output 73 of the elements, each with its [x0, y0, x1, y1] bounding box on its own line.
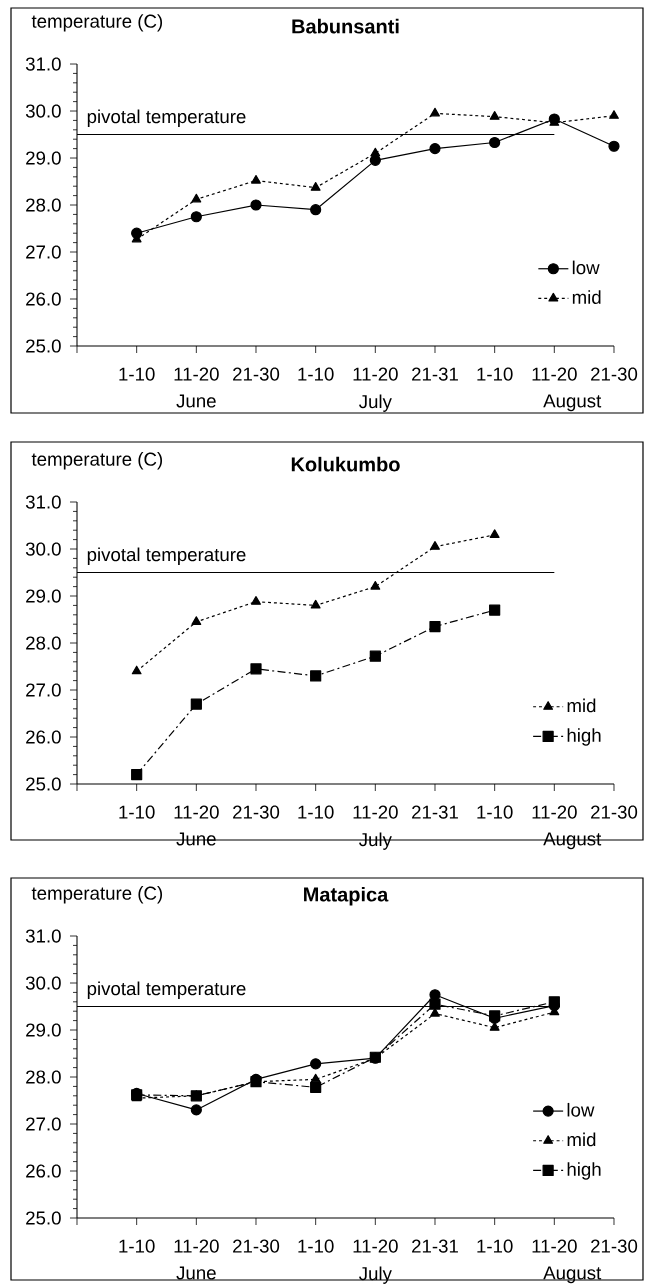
x-tick-label: 1-10 [119, 367, 155, 381]
y-tick-label: 31.0 [25, 929, 61, 943]
x-tick-label: 1-10 [298, 367, 334, 381]
legend-label: mid [567, 1132, 596, 1147]
y-tick-label: 28.0 [26, 1070, 61, 1084]
y-tick-label: 30.0 [25, 542, 61, 556]
x-tick-label: 1-10 [477, 805, 513, 819]
y-tick-label: 27.0 [26, 683, 61, 697]
text: July [359, 394, 392, 412]
x-tick-label: 21-30 [591, 1239, 638, 1253]
text: June [176, 1266, 216, 1280]
text: August [543, 832, 602, 850]
y-tick-label: 25.0 [26, 1211, 61, 1225]
y-tick-label: 29.0 [26, 589, 61, 603]
text: August [543, 394, 602, 412]
x-tick-label: 21-30 [591, 805, 638, 819]
y-tick-label: 31.0 [25, 495, 61, 509]
y-tick-label: 29.0 [26, 1023, 61, 1037]
x-tick-label: 11-20 [353, 1239, 398, 1253]
chart-title: Matapica [304, 886, 389, 906]
y-tick-label: 27.0 [26, 1117, 61, 1131]
text: August [543, 1266, 602, 1284]
x-tick-label: 11-20 [174, 367, 219, 381]
y-tick-label: 31.0 [25, 57, 61, 71]
y-tick-label: 28.0 [26, 198, 61, 212]
y-axis-title: temperature (C) [31, 452, 163, 470]
x-tick-label: 1-10 [298, 805, 334, 819]
x-tick-label: 11-20 [353, 805, 398, 819]
x-tick-label: 21-30 [233, 1239, 280, 1253]
chart-title: Kolukumbo [291, 456, 400, 472]
ref-line-label: pivotal temperature [87, 547, 246, 565]
x-tick-label: 11-20 [174, 1239, 219, 1253]
text: June [176, 394, 216, 408]
y-tick-label: 25.0 [26, 777, 61, 791]
x-tick-label: 1-10 [298, 1239, 334, 1253]
text: June [176, 832, 216, 846]
y-tick-label: 25.0 [26, 339, 61, 353]
x-tick-label: 11-20 [532, 805, 577, 819]
y-tick-label: 29.0 [26, 151, 61, 165]
legend-label: low [567, 1102, 595, 1117]
x-tick-label: 1-10 [119, 805, 155, 819]
legend-label: high [567, 1162, 601, 1180]
x-tick-label: 21-31 [412, 367, 458, 381]
y-tick-label: 26.0 [26, 730, 61, 744]
y-axis-title: temperature (C) [31, 14, 163, 32]
x-tick-label: 11-20 [174, 805, 219, 819]
chart-title: Babunsanti [292, 18, 399, 34]
legend-label: mid [567, 698, 596, 713]
x-tick-label: 21-31 [412, 1239, 458, 1253]
x-tick-label: 21-30 [233, 367, 280, 381]
y-tick-label: 27.0 [26, 245, 61, 259]
x-tick-label: 11-20 [532, 367, 577, 381]
ref-line-label: pivotal temperature [87, 109, 246, 127]
text: July [359, 1266, 392, 1284]
y-tick-label: 28.0 [26, 636, 61, 650]
y-axis-title: temperature (C) [31, 886, 163, 904]
legend-label: mid [572, 290, 601, 304]
legend-label: low [572, 260, 600, 275]
x-tick-label: 11-20 [532, 1239, 577, 1253]
y-tick-label: 30.0 [25, 976, 61, 990]
y-tick-label: 26.0 [26, 1164, 61, 1178]
y-tick-label: 30.0 [25, 104, 61, 118]
legend-label: high [567, 728, 601, 746]
ref-line-label: pivotal temperature [87, 981, 246, 999]
x-tick-label: 21-31 [412, 805, 458, 819]
text: July [359, 832, 392, 850]
x-tick-label: 1-10 [477, 1239, 513, 1253]
x-tick-label: 1-10 [477, 367, 513, 381]
x-tick-label: 21-30 [233, 805, 280, 819]
x-tick-label: 11-20 [353, 367, 398, 381]
x-tick-label: 1-10 [119, 1239, 155, 1253]
y-tick-label: 26.0 [26, 292, 61, 306]
x-tick-label: 21-30 [591, 367, 638, 381]
